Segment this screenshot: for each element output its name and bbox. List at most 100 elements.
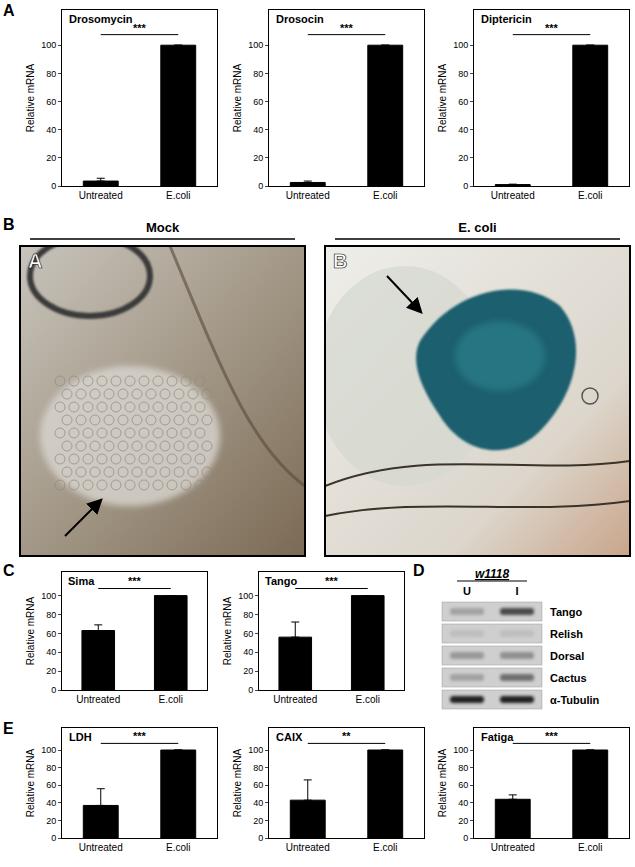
svg-text:Untreated: Untreated [491,190,535,201]
svg-text:40: 40 [253,798,263,808]
svg-text:100: 100 [41,745,56,755]
svg-text:80: 80 [46,763,56,773]
svg-text:***: *** [133,730,147,742]
svg-text:40: 40 [458,125,468,135]
svg-text:80: 80 [253,69,263,79]
svg-text:Relative mRNA: Relative mRNA [232,749,243,818]
svg-text:Dorsal: Dorsal [550,650,584,662]
svg-text:0: 0 [51,181,56,191]
svg-text:20: 20 [46,666,56,676]
svg-text:100: 100 [248,40,263,50]
svg-text:80: 80 [458,69,468,79]
svg-text:***: *** [545,22,559,34]
svg-text:Tango: Tango [265,575,297,587]
svg-text:60: 60 [458,780,468,790]
svg-text:40: 40 [458,798,468,808]
svg-text:U: U [463,585,471,597]
svg-text:100: 100 [41,591,56,601]
svg-text:0: 0 [51,685,56,695]
svg-text:Untreated: Untreated [286,190,330,201]
svg-text:**: ** [342,730,351,742]
svg-text:0: 0 [463,833,468,843]
svg-text:60: 60 [253,780,263,790]
svg-text:100: 100 [453,40,468,50]
svg-text:***: *** [340,22,354,34]
svg-text:Relative mRNA: Relative mRNA [437,64,448,133]
svg-text:E.coli: E.coli [578,190,602,201]
svg-text:Untreated: Untreated [273,694,317,705]
svg-text:Relative mRNA: Relative mRNA [232,64,243,133]
svg-text:Untreated: Untreated [79,190,123,201]
svg-text:0: 0 [51,833,56,843]
svg-text:Relative mRNA: Relative mRNA [437,749,448,818]
svg-text:LDH: LDH [69,731,92,743]
svg-text:***: *** [545,730,559,742]
svg-text:100: 100 [41,40,56,50]
svg-text:***: *** [325,575,339,587]
svg-text:Mock: Mock [146,220,180,235]
svg-text:E. coli: E. coli [458,220,496,235]
svg-text:0: 0 [463,181,468,191]
svg-text:E.coli: E.coli [578,842,602,853]
svg-text:60: 60 [253,97,263,107]
svg-text:E.coli: E.coli [373,190,397,201]
svg-text:Untreated: Untreated [79,842,123,853]
svg-text:0: 0 [258,833,263,843]
svg-text:60: 60 [243,629,253,639]
svg-text:20: 20 [458,153,468,163]
svg-text:Relative mRNA: Relative mRNA [25,64,36,133]
svg-text:w1118: w1118 [475,567,510,581]
svg-text:40: 40 [46,647,56,657]
svg-text:80: 80 [243,610,253,620]
svg-text:E.coli: E.coli [356,694,380,705]
svg-text:Sima: Sima [68,575,95,587]
svg-text:20: 20 [46,153,56,163]
svg-text:***: *** [128,575,142,587]
svg-text:60: 60 [458,97,468,107]
svg-text:Relative mRNA: Relative mRNA [25,597,36,666]
svg-text:80: 80 [46,610,56,620]
svg-text:20: 20 [243,666,253,676]
svg-text:100: 100 [453,745,468,755]
svg-text:60: 60 [46,97,56,107]
svg-text:0: 0 [248,685,253,695]
svg-text:I: I [515,585,518,597]
svg-text:40: 40 [253,125,263,135]
svg-text:Diptericin: Diptericin [481,13,532,25]
svg-text:80: 80 [46,69,56,79]
svg-text:E.coli: E.coli [166,842,190,853]
svg-text:100: 100 [248,745,263,755]
svg-text:20: 20 [253,816,263,826]
svg-text:Relative mRNA: Relative mRNA [25,749,36,818]
svg-text:20: 20 [253,153,263,163]
svg-text:80: 80 [458,763,468,773]
svg-text:α-Tubulin: α-Tubulin [550,694,600,706]
svg-text:Cactus: Cactus [550,672,587,684]
svg-text:Relish: Relish [550,628,583,640]
svg-text:Untreated: Untreated [286,842,330,853]
svg-text:60: 60 [46,629,56,639]
svg-text:40: 40 [46,798,56,808]
svg-text:E.coli: E.coli [166,190,190,201]
svg-text:20: 20 [46,816,56,826]
svg-text:40: 40 [46,125,56,135]
svg-text:60: 60 [46,780,56,790]
svg-text:CAIX: CAIX [276,731,303,743]
svg-text:E.coli: E.coli [373,842,397,853]
svg-text:20: 20 [458,816,468,826]
svg-text:Fatiga: Fatiga [481,731,514,743]
svg-text:Relative mRNA: Relative mRNA [222,597,233,666]
svg-text:B: B [333,250,347,272]
svg-text:A: A [28,250,42,272]
svg-text:Untreated: Untreated [491,842,535,853]
svg-text:40: 40 [243,647,253,657]
svg-text:Tango: Tango [550,606,582,618]
svg-text:Drosocin: Drosocin [276,13,324,25]
svg-text:Drosomycin: Drosomycin [69,13,133,25]
svg-text:***: *** [133,22,147,34]
svg-text:Untreated: Untreated [76,694,120,705]
svg-text:80: 80 [253,763,263,773]
svg-text:E.coli: E.coli [159,694,183,705]
svg-text:0: 0 [258,181,263,191]
svg-text:100: 100 [238,591,253,601]
